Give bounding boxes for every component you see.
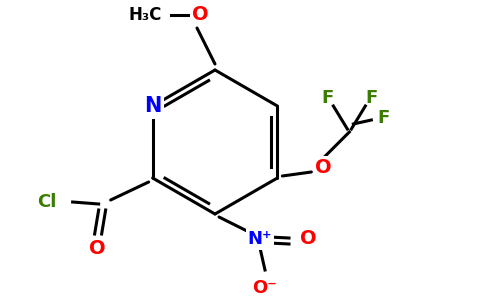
Text: N⁺: N⁺ (248, 230, 272, 248)
Text: F: F (365, 89, 378, 107)
Text: F: F (377, 109, 390, 127)
Text: F: F (321, 89, 333, 107)
Text: O: O (315, 158, 332, 176)
Text: O⁻: O⁻ (253, 279, 277, 297)
Text: O: O (300, 230, 317, 248)
Text: O: O (192, 5, 208, 25)
Text: H₃C: H₃C (129, 6, 162, 24)
Text: Cl: Cl (37, 193, 57, 211)
Text: O: O (90, 239, 106, 259)
Text: N: N (144, 96, 161, 116)
